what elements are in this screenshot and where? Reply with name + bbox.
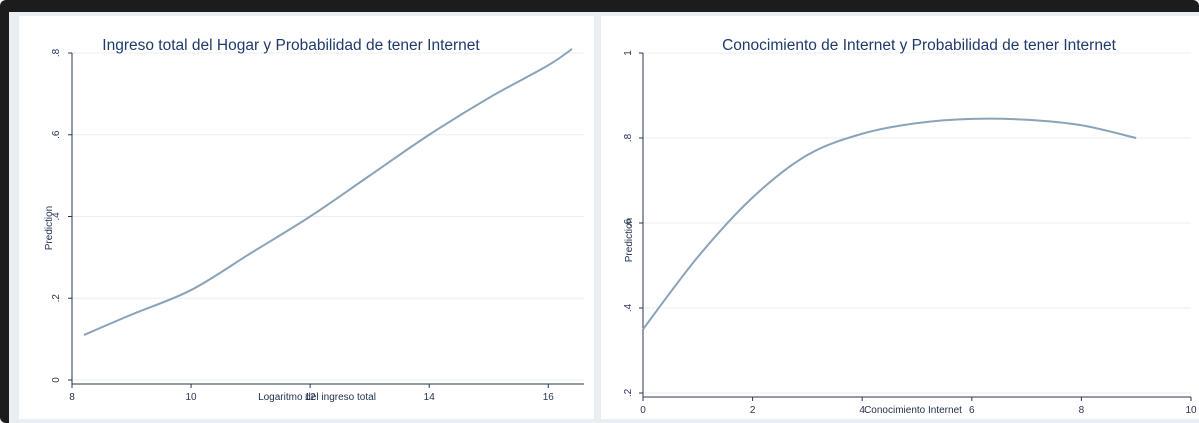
- y-tick-label: 0: [51, 377, 62, 383]
- x-axis-title: Logaritmo del ingreso total: [258, 392, 376, 403]
- x-tick-label: 8: [69, 392, 75, 403]
- y-axis-title: Prediction: [44, 206, 55, 250]
- x-tick-label: 14: [424, 392, 436, 403]
- x-tick-label: 10: [1185, 405, 1197, 416]
- knowledge-chart: Conocimiento de Internet y Probabilidad …: [623, 37, 1197, 416]
- x-tick-label: 12: [305, 392, 317, 403]
- chart-title: Conocimiento de Internet y Probabilidad …: [722, 37, 1116, 54]
- x-tick-label: 2: [750, 405, 756, 416]
- figure-area: Ingreso total del Hogar y Probabilidad d…: [9, 12, 1199, 423]
- y-tick-label: .4: [51, 212, 62, 221]
- series-line: [642, 117, 1137, 330]
- chart-panel-knowledge: Conocimiento de Internet y Probabilidad …: [601, 16, 1199, 419]
- x-tick-label: 8: [1079, 405, 1085, 416]
- y-tick-label: .2: [51, 294, 62, 303]
- x-tick-label: 10: [186, 392, 198, 403]
- y-tick-label: .4: [623, 303, 634, 312]
- y-tick-label: .6: [623, 218, 634, 227]
- income-chart: Ingreso total del Hogar y Probabilidad d…: [44, 37, 584, 403]
- x-axis-title: Conocimiento Internet: [864, 405, 962, 416]
- x-tick-label: 6: [969, 405, 975, 416]
- y-tick-label: .6: [51, 130, 62, 139]
- y-tick-label: .2: [623, 388, 634, 397]
- y-axis-title: Prediction: [624, 218, 635, 262]
- x-tick-label: 16: [543, 392, 555, 403]
- chart-panel-income: Ingreso total del Hogar y Probabilidad d…: [19, 16, 594, 419]
- y-tick-label: 1: [623, 50, 634, 56]
- y-tick-label: .8: [51, 48, 62, 57]
- y-tick-label: .8: [623, 133, 634, 142]
- chart-title: Ingreso total del Hogar y Probabilidad d…: [102, 37, 480, 54]
- x-tick-label: 4: [859, 405, 865, 416]
- x-tick-label: 0: [640, 405, 646, 416]
- series-line: [83, 48, 573, 336]
